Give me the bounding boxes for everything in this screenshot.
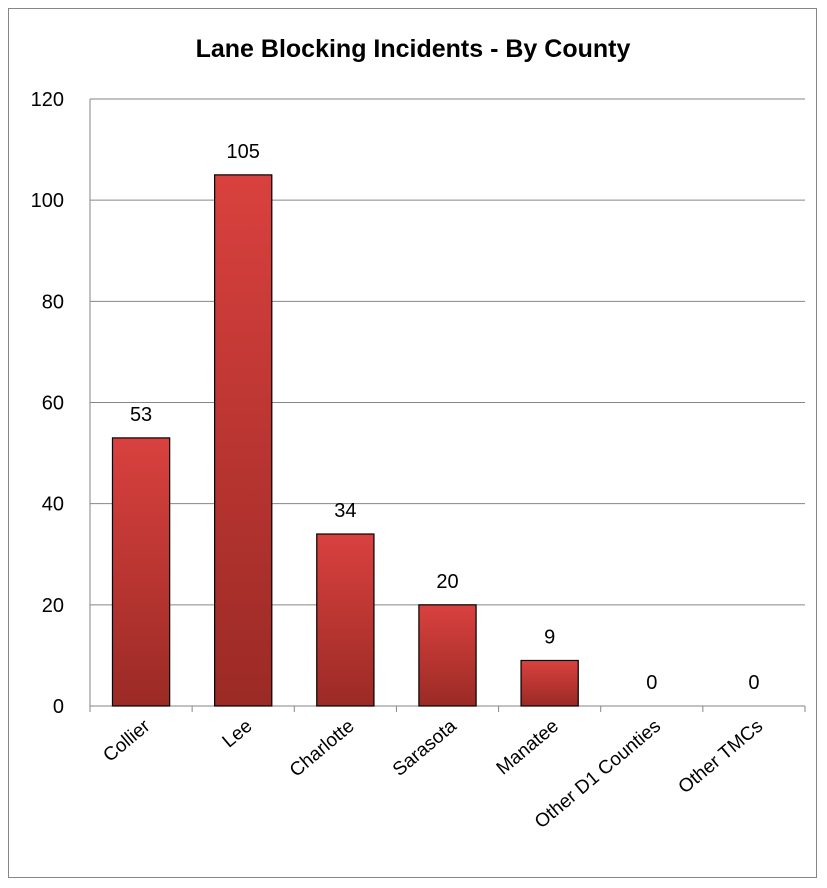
- x-category-label: Sarasota: [389, 715, 461, 780]
- bars: [111, 174, 579, 707]
- y-tick-label: 80: [42, 291, 64, 313]
- y-tick-label: 40: [42, 494, 64, 516]
- data-label: 105: [227, 141, 260, 163]
- data-label: 20: [436, 571, 458, 593]
- data-labels: 53 105 34 20 9 0 0: [130, 141, 760, 694]
- y-tick-label: 0: [53, 696, 64, 718]
- data-label: 53: [130, 404, 152, 426]
- x-category-label: Other TMCs: [675, 716, 767, 798]
- data-label: 0: [748, 672, 759, 694]
- data-label: 0: [646, 672, 657, 694]
- bar-lee: [214, 174, 273, 707]
- y-tick-label: 60: [42, 393, 64, 415]
- gridlines: [90, 98, 805, 606]
- data-label: 34: [334, 500, 356, 522]
- y-tick-label: 100: [31, 190, 64, 212]
- x-category-label: Charlotte: [286, 716, 359, 782]
- y-tick-label: 120: [31, 89, 64, 111]
- x-category-label: Collier: [100, 715, 155, 766]
- bar-collier: [111, 437, 171, 707]
- x-category-label: Manatee: [493, 716, 563, 780]
- bar-sarasota: [418, 604, 477, 707]
- y-tick-label: 20: [42, 595, 64, 617]
- chart-title: Lane Blocking Incidents - By County: [196, 35, 631, 63]
- bar-manatee: [520, 659, 579, 707]
- data-label: 9: [544, 626, 555, 648]
- x-category-label: Lee: [219, 716, 257, 752]
- bar-charlotte: [316, 533, 375, 707]
